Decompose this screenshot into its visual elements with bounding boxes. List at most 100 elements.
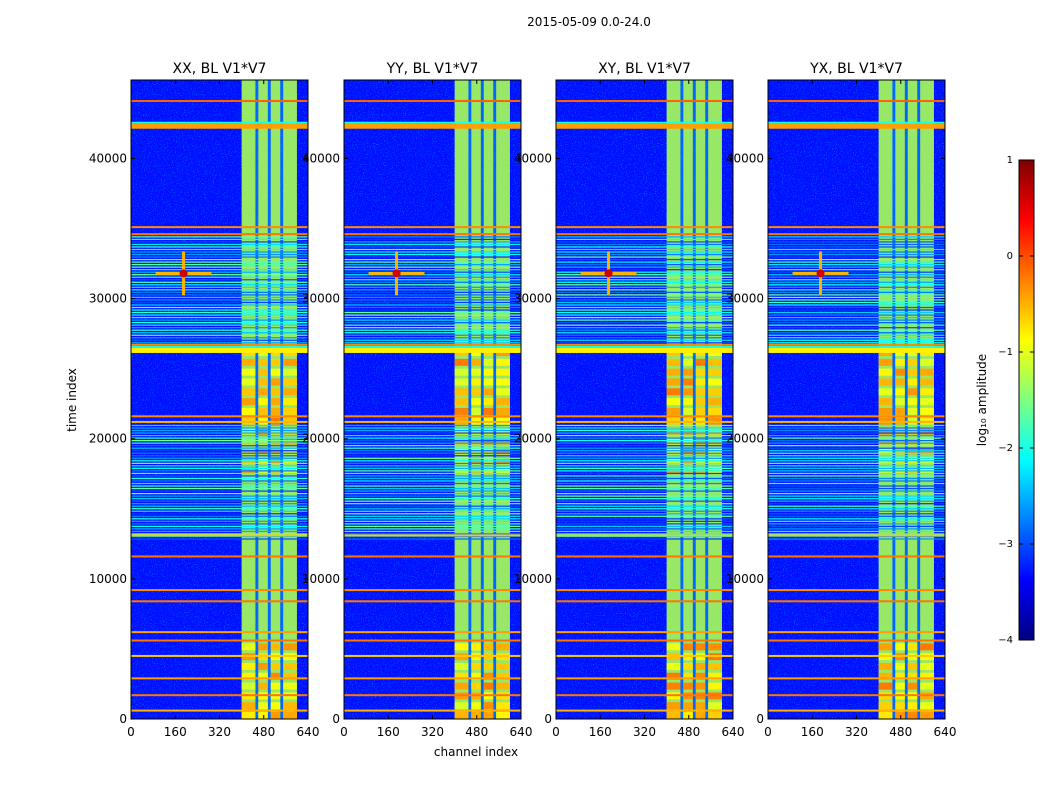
rfi-dense-line (768, 485, 945, 487)
rfi-dense-line (131, 475, 308, 477)
hot-cell (907, 711, 918, 719)
rfi-line (768, 631, 945, 634)
hot-cell (471, 398, 481, 406)
rfi-dense-line (131, 462, 308, 464)
rfi-dense-line (768, 276, 945, 278)
hot-cell (878, 388, 893, 396)
rfi-line (344, 709, 521, 712)
rfi-line (768, 639, 945, 642)
hot-cell (496, 388, 510, 396)
rfi-dense-line (344, 276, 521, 278)
colorbar-tick-label: −2 (998, 443, 1013, 454)
rfi-dense-line (556, 271, 733, 273)
rfi-line (131, 534, 308, 537)
hot-cell (241, 388, 256, 396)
rfi-line (556, 600, 733, 603)
hot-cell (496, 643, 510, 651)
rfi-line-halo (131, 345, 308, 348)
hot-spot-core (179, 269, 188, 278)
hot-cell (283, 711, 297, 719)
x-tick-label: 640 (722, 725, 745, 739)
y-tick-label: 20000 (89, 432, 127, 446)
rfi-dense-line (344, 439, 521, 442)
rfi-dense-line (131, 271, 308, 273)
rfi-line (131, 420, 308, 423)
hot-cell (258, 682, 268, 690)
rfi-dense-line (768, 251, 945, 253)
rfi-dense-line (768, 467, 945, 470)
rfi-dense-line (344, 311, 521, 314)
hot-cell (683, 702, 693, 710)
rfi-dense-line (768, 291, 945, 293)
hot-cell (270, 388, 281, 396)
hot-cell (895, 672, 905, 680)
hot-cell (708, 711, 722, 719)
rfi-dense-line (344, 495, 521, 497)
rfi-dense-line (344, 508, 521, 510)
rfi-dense-line (768, 258, 945, 261)
channel-gap (692, 80, 696, 719)
hot-cell (496, 398, 510, 406)
rfi-dense-line (131, 480, 308, 482)
rfi-dense-line (131, 487, 308, 490)
rfi-dense-line (768, 332, 945, 334)
rfi-dense-line (131, 324, 308, 326)
rfi-dense-line (344, 319, 521, 321)
rfi-dense-line (131, 445, 308, 447)
rfi-dense-line (556, 460, 733, 462)
hot-cell (683, 378, 693, 386)
hot-cell (895, 643, 905, 651)
hot-cell (895, 407, 905, 415)
rfi-dense-line (768, 241, 945, 243)
rfi-dense-line (768, 523, 945, 525)
hot-cell (454, 358, 469, 366)
hot-cell (241, 358, 256, 366)
rfi-dense-line (556, 427, 733, 429)
rfi-dense-line (768, 445, 945, 447)
rfi-dense-line (344, 243, 521, 246)
y-tick-label: 0 (756, 712, 764, 726)
hot-cell (683, 643, 693, 651)
hot-cell (683, 368, 693, 376)
rfi-dense-line (768, 337, 945, 339)
rfi-dense-line (768, 480, 945, 482)
hot-cell (471, 378, 481, 386)
hot-cell (241, 398, 256, 406)
rfi-line (131, 343, 308, 346)
hot-cell (920, 378, 934, 386)
rfi-dense-line (768, 266, 945, 268)
rfi-line (131, 600, 308, 603)
hot-cell (878, 407, 893, 415)
rfi-dense-line (344, 465, 521, 467)
rfi-dense-line (768, 238, 945, 241)
rfi-dense-line (768, 515, 945, 517)
rfi-dense-line (344, 246, 521, 248)
rfi-dense-line (344, 467, 521, 470)
rfi-dense-line (131, 492, 308, 495)
rfi-dense-line (131, 332, 308, 334)
rfi-line (556, 420, 733, 423)
hot-cell (666, 407, 681, 415)
rfi-dense-line (344, 299, 521, 301)
rfi-dense-line (768, 316, 945, 319)
hot-cell (270, 368, 281, 376)
rfi-line-halo (556, 121, 733, 124)
hot-cell (907, 702, 918, 710)
rfi-dense-line (556, 263, 733, 266)
rfi-dense-line (344, 533, 521, 535)
rfi-dense-line (344, 309, 521, 311)
rfi-dense-line (344, 442, 521, 444)
rfi-dense-line (131, 253, 308, 256)
rfi-dense-line (131, 500, 308, 502)
rfi-dense-line (131, 495, 308, 497)
rfi-line (131, 639, 308, 642)
rfi-dense-line (344, 274, 521, 276)
hot-cell (683, 407, 693, 415)
rfi-dense-line (556, 429, 733, 432)
rfi-line (768, 555, 945, 558)
rfi-line (344, 347, 521, 353)
colorbar-label: log₁₀ amplitude (975, 354, 989, 446)
rfi-dense-line (556, 518, 733, 520)
rfi-dense-line (131, 490, 308, 492)
rfi-line (556, 347, 733, 353)
